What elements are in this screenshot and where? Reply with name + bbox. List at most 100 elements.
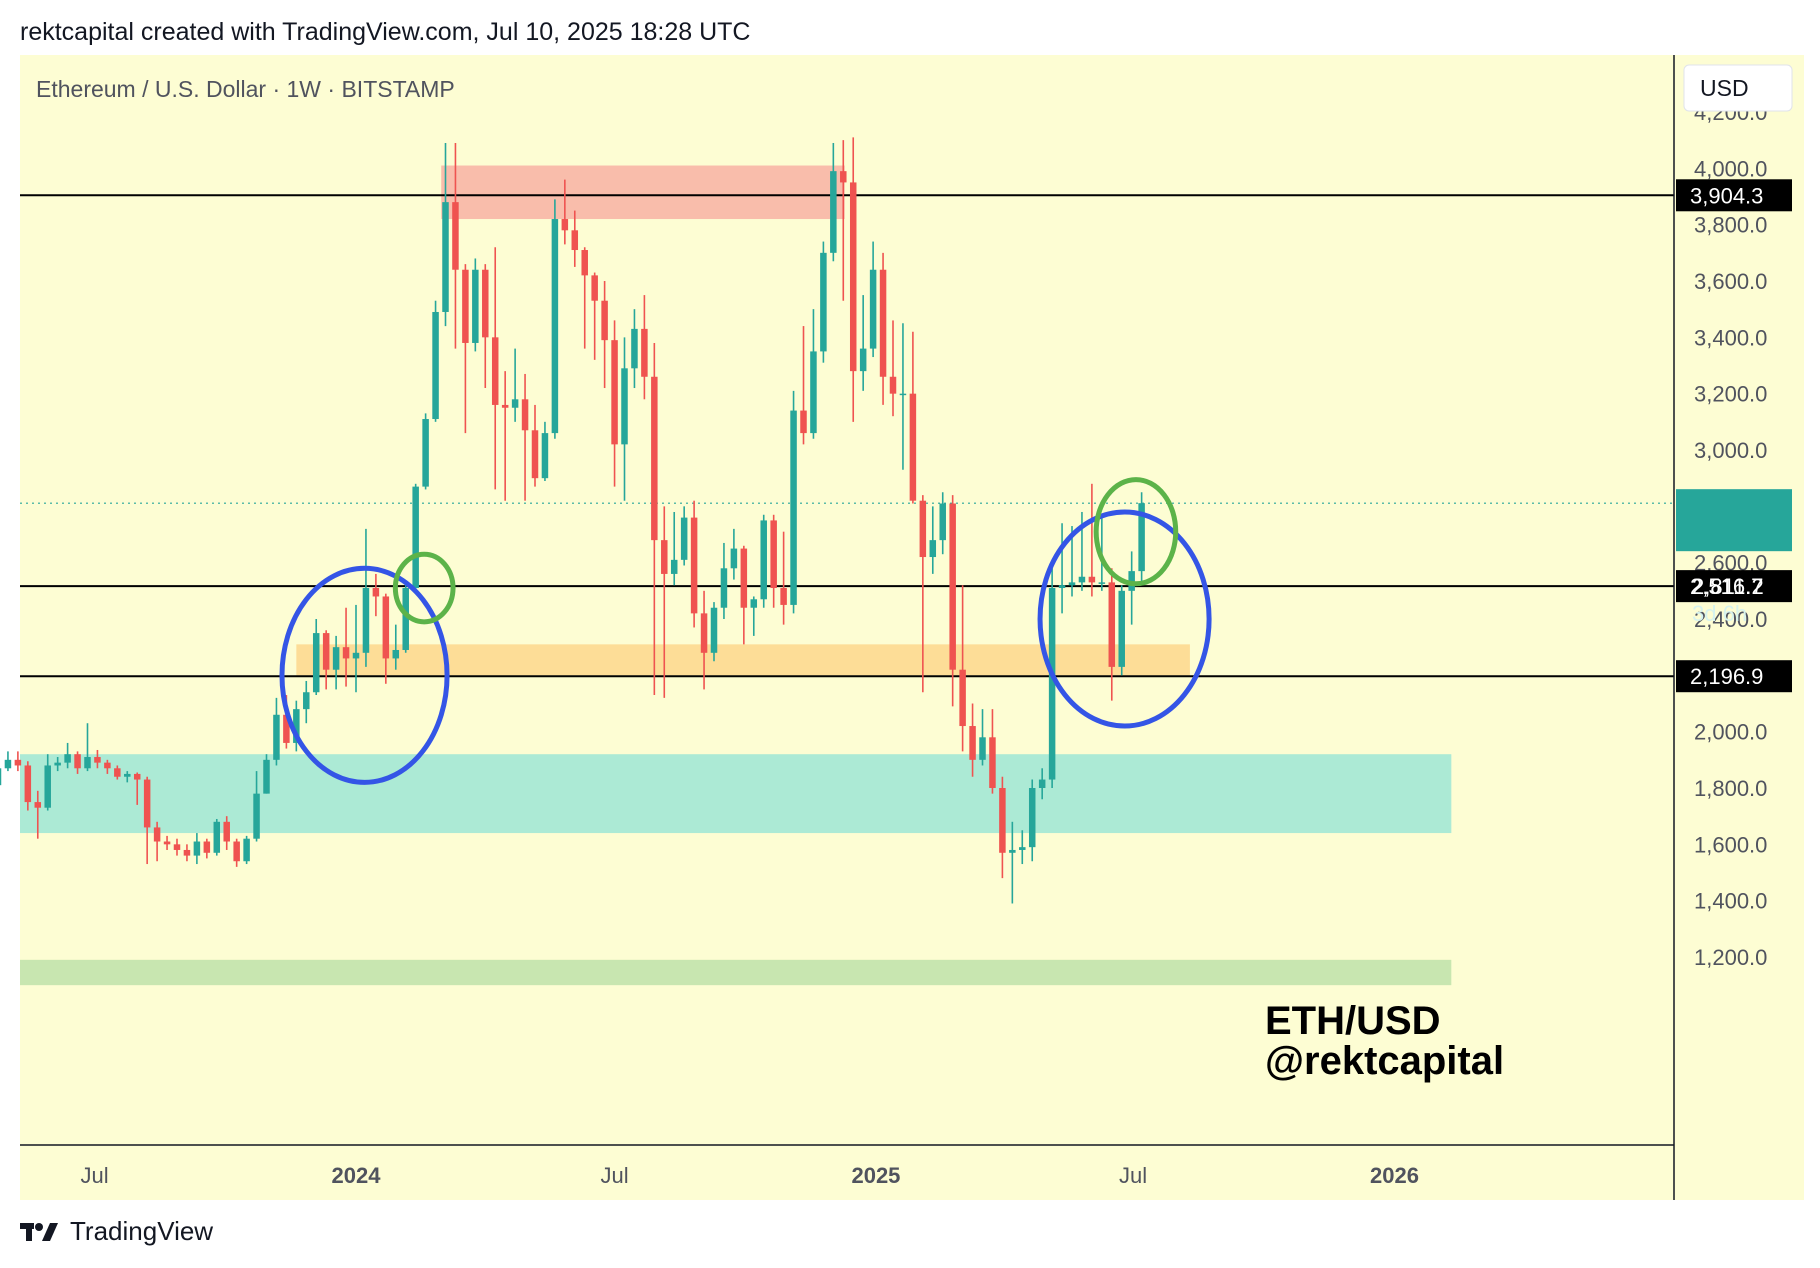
candle[interactable]: [54, 757, 61, 772]
candle[interactable]: [909, 331, 917, 504]
candle[interactable]: [919, 495, 927, 693]
candle[interactable]: [611, 320, 618, 487]
candle[interactable]: [720, 542, 728, 619]
blue-circle-annotation[interactable]: [279, 565, 450, 785]
candle[interactable]: [382, 593, 390, 684]
candle[interactable]: [959, 585, 966, 752]
candle[interactable]: [223, 816, 230, 850]
candle[interactable]: [342, 607, 350, 687]
candle[interactable]: [571, 210, 579, 267]
candle[interactable]: [472, 258, 479, 352]
candle[interactable]: [501, 371, 509, 501]
candle[interactable]: [601, 281, 608, 389]
candle[interactable]: [849, 137, 857, 422]
candle[interactable]: [680, 506, 688, 566]
candle[interactable]: [4, 751, 12, 772]
candle[interactable]: [263, 754, 270, 794]
candle[interactable]: [780, 531, 787, 625]
candle[interactable]: [790, 390, 797, 614]
candle[interactable]: [193, 833, 201, 865]
candle[interactable]: [521, 373, 529, 501]
candle[interactable]: [740, 545, 748, 645]
candle[interactable]: [352, 604, 360, 693]
candle[interactable]: [989, 709, 996, 794]
candle[interactable]: [173, 838, 181, 856]
green-circle-annotation[interactable]: [392, 551, 456, 625]
candle[interactable]: [661, 506, 668, 698]
candle[interactable]: [1009, 821, 1016, 904]
candle[interactable]: [442, 142, 449, 327]
candle[interactable]: [243, 835, 250, 865]
candle[interactable]: [810, 309, 817, 439]
candle[interactable]: [293, 700, 300, 752]
candle[interactable]: [531, 404, 539, 487]
candle[interactable]: [859, 295, 867, 391]
candle[interactable]: [561, 179, 569, 245]
green-circle-annotation[interactable]: [1093, 477, 1179, 587]
candle[interactable]: [939, 492, 946, 555]
candle[interactable]: [840, 140, 847, 301]
candle[interactable]: [511, 348, 519, 422]
candle[interactable]: [700, 590, 708, 690]
candle[interactable]: [34, 790, 42, 839]
candle[interactable]: [14, 751, 22, 772]
candle[interactable]: [879, 252, 887, 405]
candle[interactable]: [1019, 830, 1026, 865]
candle[interactable]: [770, 514, 777, 608]
candle[interactable]: [999, 776, 1006, 879]
candle[interactable]: [800, 326, 807, 445]
candle[interactable]: [303, 680, 310, 724]
candle[interactable]: [621, 337, 628, 501]
candle[interactable]: [631, 309, 638, 389]
candle[interactable]: [94, 749, 101, 769]
candle[interactable]: [143, 776, 151, 865]
candle[interactable]: [452, 142, 459, 349]
candle[interactable]: [74, 751, 81, 774]
candle[interactable]: [482, 264, 489, 389]
candle[interactable]: [213, 818, 221, 856]
candle[interactable]: [104, 759, 111, 774]
candle[interactable]: [949, 495, 956, 707]
candle[interactable]: [1038, 768, 1046, 800]
candle[interactable]: [153, 821, 161, 862]
candle[interactable]: [462, 264, 469, 434]
candle[interactable]: [760, 514, 767, 608]
candle[interactable]: [432, 300, 439, 422]
candle[interactable]: [422, 413, 429, 490]
candle[interactable]: [541, 421, 549, 481]
candle[interactable]: [372, 573, 380, 617]
candle[interactable]: [124, 771, 131, 783]
candle[interactable]: [899, 323, 907, 470]
candle[interactable]: [869, 241, 877, 358]
blue-circle-annotation[interactable]: [1037, 509, 1212, 729]
candle[interactable]: [322, 630, 330, 690]
candle[interactable]: [312, 619, 320, 696]
candle[interactable]: [203, 838, 211, 859]
candle[interactable]: [253, 771, 260, 842]
candle[interactable]: [730, 528, 738, 580]
candle[interactable]: [979, 709, 986, 766]
candle[interactable]: [402, 582, 409, 653]
candle[interactable]: [412, 483, 419, 591]
candle[interactable]: [591, 272, 598, 360]
candle[interactable]: [233, 838, 240, 867]
candle[interactable]: [1138, 492, 1145, 583]
candle[interactable]: [1128, 551, 1135, 625]
candle[interactable]: [820, 241, 827, 363]
candle[interactable]: [969, 703, 976, 777]
candle[interactable]: [1118, 585, 1125, 676]
currency-button[interactable]: [1683, 64, 1793, 112]
candle[interactable]: [1058, 523, 1066, 614]
candle[interactable]: [1028, 779, 1036, 862]
candle[interactable]: [44, 754, 51, 811]
candle[interactable]: [64, 742, 71, 769]
candle[interactable]: [670, 511, 678, 586]
candle[interactable]: [163, 835, 171, 850]
candle[interactable]: [641, 295, 648, 400]
candle[interactable]: [183, 844, 191, 862]
candle[interactable]: [690, 500, 698, 628]
candle[interactable]: [581, 247, 588, 349]
candle[interactable]: [362, 528, 370, 667]
candle[interactable]: [750, 596, 758, 636]
